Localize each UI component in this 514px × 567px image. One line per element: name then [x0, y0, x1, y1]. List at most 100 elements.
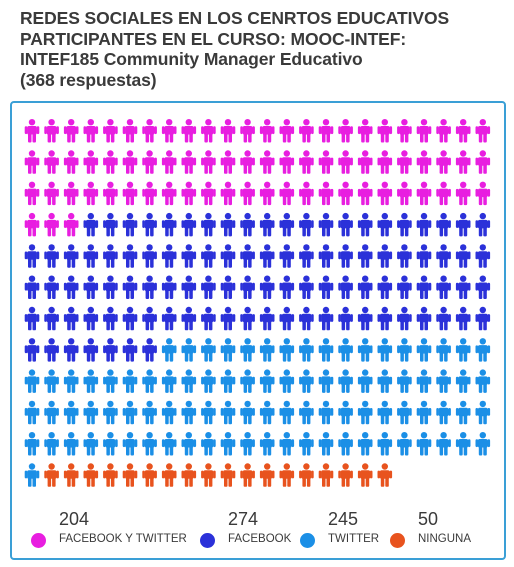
person-icon: [357, 275, 373, 299]
person-icon: [220, 400, 236, 425]
person-icon: [240, 275, 255, 299]
person-icon: [475, 181, 491, 206]
person-icon: [201, 306, 216, 331]
person-icon: [103, 400, 118, 425]
person-icon: [279, 432, 295, 456]
person-icon: [397, 181, 412, 206]
person-icon: [259, 212, 275, 237]
person-icon: [142, 400, 157, 425]
person-icon: [240, 181, 255, 206]
legend-label: FACEBOOK Y TWITTER: [59, 533, 187, 545]
person-icon: [240, 432, 255, 456]
person-icon: [416, 181, 432, 206]
person-icon: [220, 119, 236, 143]
person-icon: [220, 150, 236, 174]
person-icon: [318, 369, 334, 393]
person-icon: [436, 306, 451, 331]
person-icon: [83, 400, 99, 425]
person-icon: [201, 338, 216, 362]
person-icon: [240, 369, 255, 393]
person-icon: [338, 181, 353, 206]
person-icon: [357, 338, 373, 362]
person-icon: [161, 306, 177, 331]
person-icon: [436, 338, 451, 362]
person-icon: [122, 244, 138, 268]
person-icon: [201, 400, 216, 425]
person-icon: [377, 150, 393, 174]
person-icon: [103, 244, 118, 268]
person-icon: [161, 338, 177, 362]
person-icon: [416, 212, 432, 237]
person-icon: [161, 212, 177, 237]
person-icon: [103, 306, 118, 331]
person-icon: [220, 306, 236, 331]
person-icon: [44, 306, 59, 331]
person-icon: [142, 150, 157, 174]
person-icon: [83, 181, 99, 206]
person-icon: [475, 212, 491, 237]
person-icon: [201, 275, 216, 299]
person-icon: [181, 369, 197, 393]
person-icon: [338, 369, 353, 393]
person-icon: [103, 463, 118, 487]
person-icon: [436, 150, 451, 174]
person-icon: [455, 432, 471, 456]
person-icon: [357, 212, 373, 237]
person-icon: [63, 338, 79, 362]
person-icon: [357, 244, 373, 268]
person-icon: [44, 119, 59, 143]
person-icon: [161, 369, 177, 393]
person-icon: [259, 338, 275, 362]
person-icon: [475, 119, 491, 143]
person-icon: [142, 275, 157, 299]
person-icon: [63, 212, 79, 237]
person-icon: [397, 150, 412, 174]
chart-title: REDES SOCIALES EN LOS CENRTOS EDUCATIVOS…: [20, 8, 450, 90]
person-icon: [299, 400, 314, 425]
person-icon: [161, 181, 177, 206]
person-icon: [416, 244, 432, 268]
person-icon: [475, 400, 491, 425]
person-icon: [122, 463, 138, 487]
person-icon: [299, 212, 314, 237]
person-icon: [201, 463, 216, 487]
person-icon: [279, 244, 295, 268]
person-icon: [63, 400, 79, 425]
person-icon: [201, 150, 216, 174]
person-icon: [201, 369, 216, 393]
person-icon: [455, 400, 471, 425]
person-icon: [161, 400, 177, 425]
person-icon: [357, 400, 373, 425]
legend-label: FACEBOOK: [228, 533, 292, 545]
person-icon: [279, 181, 295, 206]
person-icon: [259, 369, 275, 393]
person-icon: [181, 244, 197, 268]
person-icon: [161, 244, 177, 268]
person-icon: [24, 150, 40, 174]
legend-label: NINGUNA: [418, 533, 472, 545]
person-icon: [416, 369, 432, 393]
person-icon: [181, 119, 197, 143]
person-icon: [181, 212, 197, 237]
person-icon: [318, 306, 334, 331]
person-icon: [416, 275, 432, 299]
person-icon: [299, 181, 314, 206]
person-icon: [357, 150, 373, 174]
person-icon: [240, 338, 255, 362]
person-icon: [377, 212, 393, 237]
person-icon: [103, 338, 118, 362]
person-icon: [455, 338, 471, 362]
person-icon: [259, 432, 275, 456]
person-icon: [259, 306, 275, 331]
person-icon: [397, 369, 412, 393]
person-icon: [279, 275, 295, 299]
legend-value: 204: [59, 509, 90, 529]
person-icon: [377, 244, 393, 268]
person-icon: [83, 212, 99, 237]
person-icon: [318, 181, 334, 206]
person-icon: [122, 150, 138, 174]
person-icon: [44, 369, 59, 393]
person-icon: [122, 306, 138, 331]
person-icon: [161, 275, 177, 299]
person-icon: [44, 338, 59, 362]
